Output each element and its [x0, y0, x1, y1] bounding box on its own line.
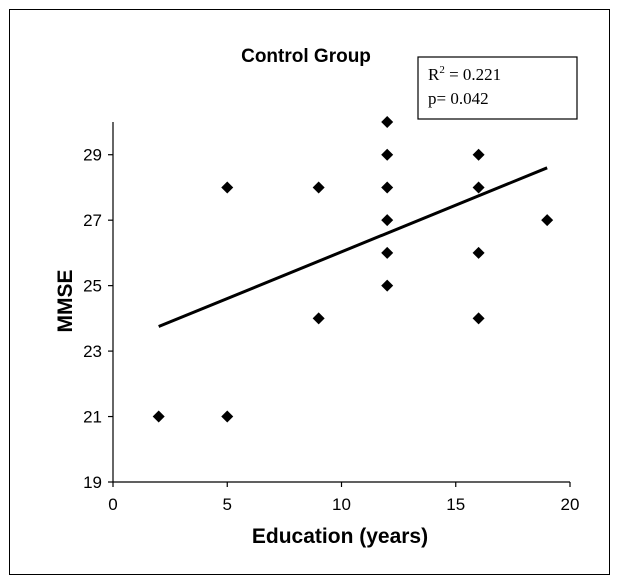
- data-point: [381, 148, 394, 161]
- x-axis-label: Education (years): [252, 525, 428, 548]
- x-tick-label: 0: [108, 495, 117, 514]
- data-point: [221, 181, 234, 194]
- y-tick-label: 29: [83, 146, 102, 165]
- y-tick-label: 25: [83, 277, 102, 296]
- trendline-group: [158, 166, 548, 328]
- data-point: [152, 410, 165, 423]
- data-point: [541, 214, 554, 227]
- stats-annotation: R2 = 0.221 p= 0.042: [417, 56, 578, 120]
- trendline: [158, 166, 548, 328]
- y-axis-label: MMSE: [54, 270, 77, 333]
- data-point: [312, 312, 325, 325]
- data-point: [381, 181, 394, 194]
- data-point: [312, 181, 325, 194]
- axes: [108, 122, 571, 487]
- data-point: [472, 181, 485, 194]
- x-tick-label: 5: [223, 495, 232, 514]
- data-point: [472, 148, 485, 161]
- stats-box: [417, 56, 578, 120]
- y-tick-label: 23: [83, 342, 102, 361]
- x-tick-label: 15: [446, 495, 465, 514]
- y-tick-label: 21: [83, 408, 102, 427]
- data-point: [381, 279, 394, 292]
- data-point: [472, 312, 485, 325]
- r-squared-label: R2 = 0.221: [428, 64, 501, 84]
- data-point: [381, 246, 394, 259]
- x-tick-label: 10: [332, 495, 351, 514]
- chart-title: Control Group: [241, 46, 371, 67]
- y-tick-label: 27: [83, 211, 102, 230]
- data-points: [152, 116, 554, 423]
- data-point: [221, 410, 234, 423]
- x-tick-label: 20: [561, 495, 580, 514]
- p-value-label: p= 0.042: [428, 89, 489, 108]
- data-point: [472, 246, 485, 259]
- tick-labels: 0 5 10 15 20 19 21 23 25 27 29: [83, 146, 579, 514]
- data-point: [381, 214, 394, 227]
- y-tick-label: 19: [83, 473, 102, 492]
- data-point: [381, 116, 394, 128]
